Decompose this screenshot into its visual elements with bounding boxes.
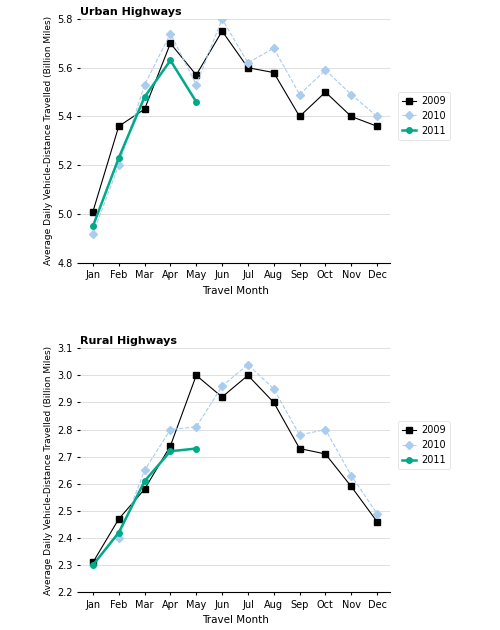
X-axis label: Travel Month: Travel Month [202, 286, 268, 296]
2010 [142, 81, 148, 89]
Text: Urban Highways: Urban Highways [80, 7, 182, 17]
2009 [219, 27, 225, 35]
2010 [219, 15, 225, 23]
2010 [348, 91, 354, 98]
2010 [322, 66, 328, 74]
2010 [245, 59, 251, 67]
2010 [116, 161, 122, 169]
2009 [193, 71, 199, 79]
2009 [142, 105, 148, 113]
2009 [116, 515, 122, 523]
2009 [245, 64, 251, 71]
2010 [219, 382, 225, 390]
2010 [271, 385, 277, 392]
2011 [168, 57, 173, 64]
Y-axis label: Average Daily Vehicle-Distance Travelled (Billion Miles): Average Daily Vehicle-Distance Travelled… [44, 346, 52, 595]
2009 [296, 445, 302, 452]
Line: 2011: 2011 [90, 446, 199, 568]
2010 [374, 113, 380, 120]
2010 [116, 534, 122, 542]
2009 [374, 518, 380, 525]
Line: 2011: 2011 [90, 57, 199, 229]
2009 [348, 483, 354, 490]
Line: 2010: 2010 [116, 362, 380, 541]
2011 [142, 478, 148, 485]
2010 [168, 426, 173, 433]
Line: 2009: 2009 [90, 372, 380, 565]
2010 [142, 466, 148, 474]
2009 [245, 372, 251, 379]
2009 [271, 399, 277, 406]
2009 [271, 69, 277, 76]
Line: 2010: 2010 [90, 16, 380, 236]
2010 [90, 230, 96, 238]
2009 [116, 122, 122, 130]
2010 [245, 361, 251, 369]
2009 [348, 113, 354, 120]
2009 [168, 442, 173, 450]
2009 [322, 450, 328, 458]
2009 [90, 559, 96, 566]
2010 [296, 431, 302, 438]
X-axis label: Travel Month: Travel Month [202, 616, 268, 626]
2010 [322, 426, 328, 433]
2011 [90, 222, 96, 230]
2010 [296, 91, 302, 98]
2011 [142, 93, 148, 101]
Text: Rural Highways: Rural Highways [80, 336, 177, 346]
2010 [374, 510, 380, 517]
2011 [193, 445, 199, 452]
2009 [142, 486, 148, 493]
2011 [193, 98, 199, 106]
2010 [193, 81, 199, 89]
2009 [322, 88, 328, 96]
2009 [374, 122, 380, 130]
2011 [90, 561, 96, 569]
2009 [90, 208, 96, 215]
2010 [168, 30, 173, 37]
2009 [193, 372, 199, 379]
Legend: 2009, 2010, 2011: 2009, 2010, 2011 [398, 92, 450, 140]
2010 [193, 423, 199, 431]
Line: 2009: 2009 [90, 28, 380, 214]
2011 [168, 447, 173, 455]
2009 [219, 393, 225, 401]
2009 [168, 40, 173, 47]
Legend: 2009, 2010, 2011: 2009, 2010, 2011 [398, 421, 450, 469]
2010 [271, 44, 277, 52]
2011 [116, 529, 122, 536]
2010 [348, 472, 354, 479]
2009 [296, 113, 302, 120]
Y-axis label: Average Daily Vehicle-Distance Travelled (Billion Miles): Average Daily Vehicle-Distance Travelled… [44, 16, 52, 265]
2011 [116, 154, 122, 162]
